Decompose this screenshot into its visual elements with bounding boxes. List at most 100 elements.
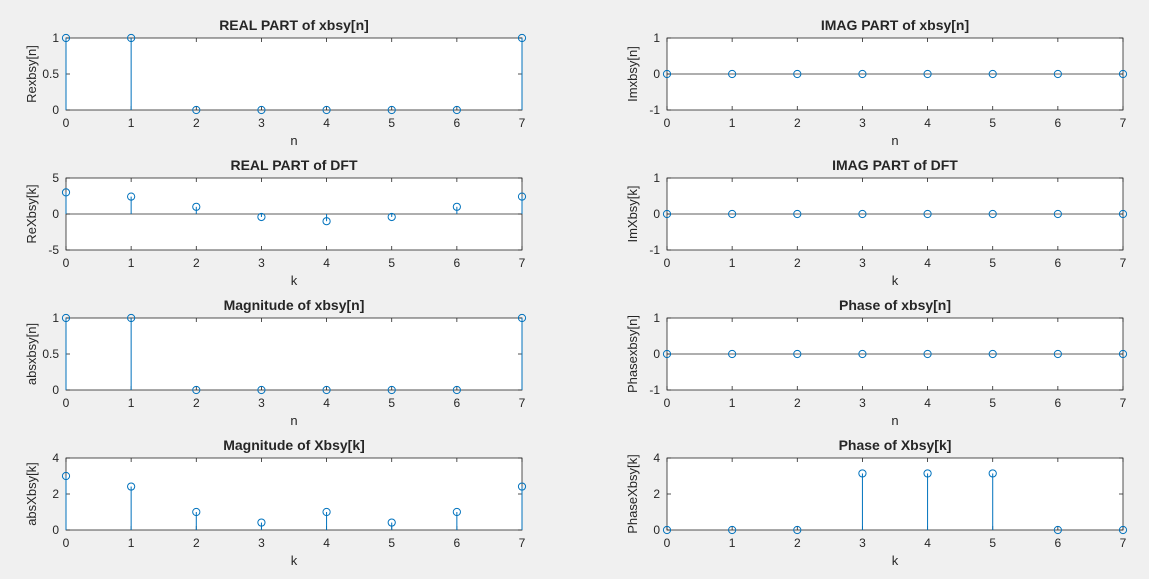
- x-tick-label: 0: [664, 396, 671, 410]
- x-tick-label: 5: [989, 396, 996, 410]
- stem-marker: [127, 33, 136, 43]
- x-axis-label: n: [891, 413, 898, 428]
- stem-marker: [517, 192, 527, 201]
- x-tick-label: 3: [258, 536, 265, 550]
- x-tick-label: 4: [924, 396, 931, 410]
- x-tick-label: 2: [193, 536, 200, 550]
- axes-box: [65, 317, 523, 391]
- y-tick-label: -1: [649, 103, 660, 117]
- stem-marker: [923, 69, 932, 79]
- stem-marker: [923, 469, 932, 478]
- x-tick-label: 2: [193, 256, 200, 270]
- y-tick-label: 0: [52, 383, 59, 397]
- stem-marker: [452, 202, 461, 211]
- y-axis-label: Imxbsy[n]: [625, 46, 640, 102]
- stem-marker: [728, 349, 737, 359]
- y-tick-label: 0.5: [42, 347, 59, 361]
- x-tick-label: 4: [924, 256, 931, 270]
- x-tick-label: 1: [128, 536, 135, 550]
- x-axis-label: n: [290, 413, 297, 428]
- y-tick-label: 0: [653, 523, 660, 537]
- stem-marker: [61, 471, 71, 481]
- stem-marker: [988, 349, 997, 359]
- x-tick-label: 5: [388, 256, 395, 270]
- chart-title: Magnitude of xbsy[n]: [224, 297, 365, 313]
- y-tick-label: 0: [653, 67, 660, 81]
- stem-marker: [61, 313, 71, 323]
- chart-title: REAL PART of DFT: [230, 157, 357, 173]
- x-tick-label: 7: [1120, 256, 1127, 270]
- x-tick-label: 1: [729, 116, 736, 130]
- y-tick-label: 5: [52, 171, 59, 185]
- subplot-5: Magnitude of xbsy[n] 0 1 2 3 4 5 6 7 0 0.5 1 n absxbs…: [24, 297, 527, 428]
- stem-marker: [662, 525, 672, 535]
- stem-marker: [322, 385, 331, 395]
- x-tick-label: 3: [258, 256, 265, 270]
- x-tick-label: 6: [1055, 116, 1062, 130]
- x-tick-label: 2: [794, 256, 801, 270]
- stem-marker: [61, 33, 71, 43]
- axes-box: [65, 457, 523, 531]
- subplot-4: IMAG PART of DFT 0 1 2 3 4 5 6 7 -1 0 1 k ImXbsy[k]: [625, 157, 1128, 288]
- y-tick-label: 4: [653, 451, 660, 465]
- stem-marker: [662, 349, 672, 359]
- stem-marker: [923, 349, 932, 359]
- x-tick-label: 2: [794, 116, 801, 130]
- y-axis-label: absXbsy[k]: [24, 462, 39, 526]
- x-tick-label: 1: [729, 536, 736, 550]
- y-tick-label: 0: [653, 347, 660, 361]
- subplot-3: REAL PART of DFT 0 1 2 3 4 5 6 7 -5 0 5 k ReXbsy[k]: [24, 157, 527, 288]
- stem-marker: [858, 209, 867, 219]
- x-tick-label: 1: [128, 396, 135, 410]
- stem-marker: [988, 209, 997, 219]
- x-tick-label: 1: [729, 256, 736, 270]
- y-tick-label: 2: [653, 487, 660, 501]
- stem-marker: [793, 525, 802, 535]
- x-tick-label: 3: [859, 396, 866, 410]
- chart-title: Phase of Xbsy[k]: [839, 437, 952, 453]
- x-tick-label: 5: [989, 256, 996, 270]
- x-tick-label: 4: [924, 116, 931, 130]
- stem-marker: [127, 192, 136, 201]
- stem-marker: [452, 507, 461, 517]
- x-tick-label: 4: [323, 396, 330, 410]
- stem-marker: [1053, 209, 1062, 219]
- subplot-7: Magnitude of Xbsy[k] 0 1 2 3 4 5 6 7 0 2 4 k absXbsy[…: [24, 437, 527, 568]
- stem-marker: [1118, 349, 1128, 359]
- subplot-1: REAL PART of xbsy[n] 0 1 2 3 4 5 6 7 0 0.5 1 n Rexbsy…: [24, 17, 527, 148]
- stem-marker: [1053, 69, 1062, 79]
- x-axis-label: k: [892, 273, 899, 288]
- stem-marker: [192, 507, 201, 517]
- stem-marker: [322, 217, 331, 226]
- y-axis-label: Phasexbsy[n]: [625, 315, 640, 393]
- x-tick-label: 6: [454, 116, 461, 130]
- stem-marker: [728, 525, 737, 535]
- x-tick-label: 3: [258, 396, 265, 410]
- x-tick-label: 1: [729, 396, 736, 410]
- y-tick-label: 0.5: [42, 67, 59, 81]
- y-tick-label: 0: [52, 103, 59, 117]
- x-tick-label: 6: [1055, 536, 1062, 550]
- x-tick-label: 2: [794, 536, 801, 550]
- stem-marker: [452, 385, 461, 395]
- stem-marker: [192, 385, 201, 395]
- subplot-6: Phase of xbsy[n] 0 1 2 3 4 5 6 7 -1 0 1 n Phasexbsy[n…: [625, 297, 1128, 428]
- y-tick-label: -1: [649, 243, 660, 257]
- chart-title: Magnitude of Xbsy[k]: [223, 437, 365, 453]
- x-tick-label: 7: [1120, 396, 1127, 410]
- stem-marker: [517, 482, 527, 491]
- axes-box: [666, 457, 1124, 531]
- stem-marker: [257, 518, 266, 527]
- stem-marker: [517, 313, 527, 323]
- stem-marker: [793, 349, 802, 359]
- stem-marker: [192, 105, 201, 115]
- stem-marker: [728, 69, 737, 79]
- y-tick-label: 0: [653, 207, 660, 221]
- y-axis-label: ReXbsy[k]: [24, 184, 39, 243]
- stem-marker: [923, 209, 932, 219]
- subplot-2: IMAG PART of xbsy[n] 0 1 2 3 4 5 6 7 -1 0 1 n Imxbsy[…: [625, 17, 1128, 148]
- stem-marker: [988, 469, 997, 478]
- x-tick-label: 6: [1055, 396, 1062, 410]
- stem-marker: [988, 69, 997, 79]
